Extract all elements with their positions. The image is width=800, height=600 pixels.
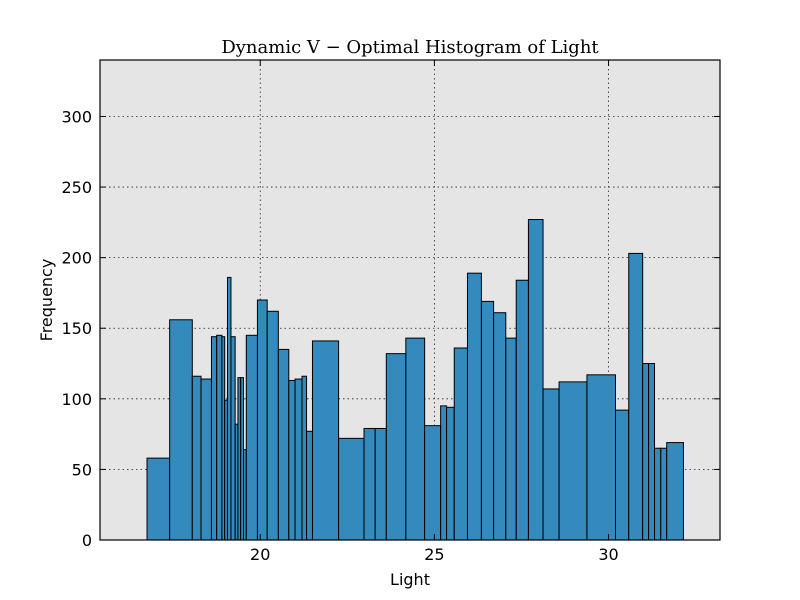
histogram-bar — [648, 363, 656, 541]
x-tick-label: 20 — [250, 545, 270, 564]
histogram-bar — [216, 334, 223, 541]
histogram-bar — [453, 347, 468, 541]
y-tick-label: 50 — [72, 460, 92, 479]
histogram-bar — [660, 447, 668, 541]
histogram-bar — [266, 310, 279, 541]
histogram-bar — [277, 348, 290, 541]
histogram-bar — [558, 381, 588, 541]
histogram-bar — [440, 405, 448, 541]
histogram-bar — [245, 334, 258, 541]
histogram-bar — [374, 427, 387, 541]
x-axis-label: Light — [390, 570, 430, 589]
histogram-bar — [405, 337, 426, 541]
histogram-bar — [301, 375, 308, 541]
histogram-bar — [666, 442, 684, 541]
histogram-bars — [146, 219, 684, 541]
histogram-bar — [424, 425, 442, 541]
y-tick-label: 200 — [61, 249, 92, 268]
histogram-bar — [169, 319, 193, 541]
histogram-bar — [294, 378, 303, 541]
histogram-bar — [146, 457, 171, 541]
histogram-bar — [515, 279, 529, 541]
histogram-bar — [542, 388, 560, 541]
histogram-bar — [527, 219, 544, 541]
histogram-bar — [493, 312, 507, 541]
histogram-bar — [642, 363, 650, 541]
chart-title: Dynamic V − Optimal Histogram of Light — [221, 37, 599, 58]
histogram-bar — [230, 336, 236, 541]
histogram-bar — [466, 272, 482, 541]
histogram-bar — [200, 378, 212, 541]
histogram-bar — [385, 353, 407, 541]
histogram-bar — [311, 340, 340, 541]
histogram-bar — [226, 276, 232, 541]
histogram-bar — [338, 437, 365, 541]
histogram-bar — [505, 337, 517, 541]
histogram-bar — [480, 300, 495, 541]
y-tick-label: 150 — [61, 319, 92, 338]
histogram-bar — [191, 375, 202, 541]
x-tick-label: 30 — [598, 545, 618, 564]
histogram-bar — [628, 252, 644, 541]
y-axis-label: Frequency — [37, 259, 56, 342]
histogram-bar — [363, 427, 376, 541]
histogram-bar — [306, 430, 313, 541]
histogram-bar — [210, 336, 218, 541]
y-tick-label: 300 — [61, 107, 92, 126]
histogram-bar — [446, 406, 455, 541]
histogram-bar — [256, 299, 268, 541]
histogram-bar — [615, 409, 630, 541]
histogram-bar — [586, 374, 617, 541]
histogram-bar — [288, 379, 296, 541]
y-tick-label: 250 — [61, 178, 92, 197]
plot-frame — [99, 59, 721, 541]
y-tick-label: 100 — [61, 390, 92, 409]
x-tick-label: 25 — [424, 545, 444, 564]
y-tick-label: 0 — [82, 531, 92, 550]
histogram-bar — [654, 447, 662, 541]
